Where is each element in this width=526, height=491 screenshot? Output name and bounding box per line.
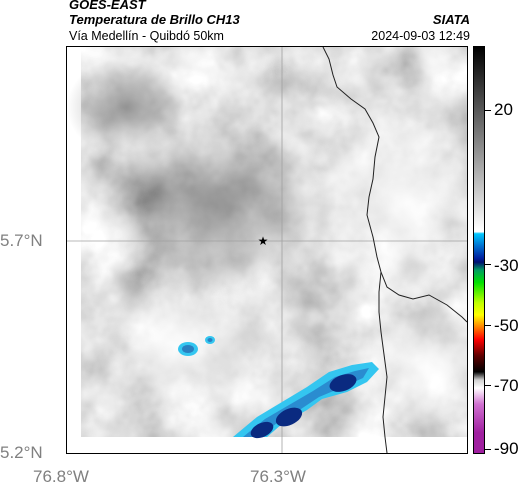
colorbar-tick — [485, 264, 491, 265]
map-panel[interactable]: ★ — [66, 46, 468, 454]
colorbar-tick — [485, 110, 491, 111]
organization-label: SIATA — [432, 12, 470, 27]
cold-cloud-cell — [178, 336, 215, 356]
region-label: Vía Medellín - Quibdó 50km — [69, 29, 224, 43]
colorbar-label: -30 — [494, 256, 519, 275]
latitude-label: 5.2°N — [0, 443, 43, 462]
colorbar-label: 20 — [494, 100, 513, 119]
longitude-label: 76.8°W — [33, 467, 89, 486]
satellite-image: ★ — [67, 47, 467, 453]
city-star-icon: ★ — [258, 234, 269, 248]
colorbar-label: -70 — [494, 376, 519, 395]
cold-cloud-band — [233, 362, 379, 439]
satellite-name: GOES-EAST — [69, 0, 146, 12]
colorbar-tick — [485, 385, 491, 386]
colorbar-tick — [485, 325, 491, 326]
product-title: Temperatura de Brillo CH13 — [69, 12, 240, 27]
datetime-label: 2024-09-03 12:49 — [371, 29, 470, 43]
department-border — [378, 271, 388, 453]
bright-cloud-area — [307, 87, 467, 307]
longitude-label: 76.3°W — [250, 467, 306, 486]
colorbar-label: -90 — [494, 439, 519, 458]
dark-cloud-area — [97, 117, 337, 297]
colorbar — [473, 46, 485, 454]
colorbar-label: -50 — [494, 316, 519, 335]
colorbar-tick — [485, 449, 491, 450]
dark-cloud-area — [67, 57, 187, 157]
latitude-label: 5.7°N — [0, 231, 43, 250]
country-border — [322, 47, 467, 323]
